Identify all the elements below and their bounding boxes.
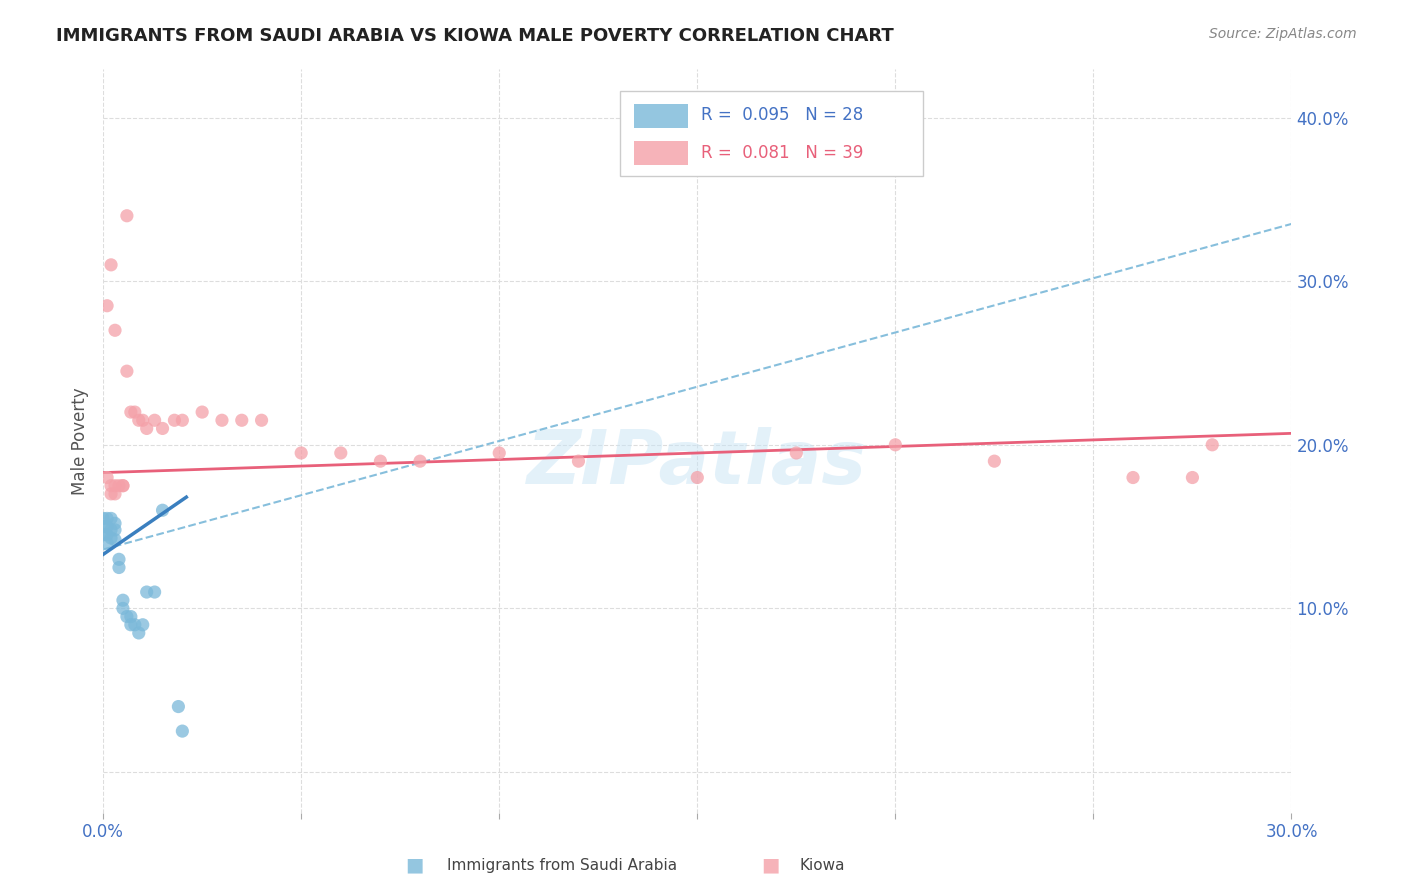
Point <box>120 405 142 419</box>
Point <box>100 258 122 272</box>
Point <box>111 593 134 607</box>
Point <box>231 413 253 427</box>
Point <box>135 421 157 435</box>
Text: Source: ZipAtlas.com: Source: ZipAtlas.com <box>1209 27 1357 41</box>
Point <box>1122 470 1144 484</box>
Point <box>370 454 392 468</box>
Point <box>120 609 142 624</box>
Point <box>96 299 118 313</box>
Point <box>567 454 589 468</box>
Point <box>132 617 155 632</box>
Point <box>91 528 114 542</box>
Point <box>1201 438 1223 452</box>
Point <box>96 511 118 525</box>
FancyBboxPatch shape <box>634 103 688 128</box>
Point <box>108 552 131 566</box>
Point <box>250 413 273 427</box>
Point <box>104 323 127 337</box>
Point <box>104 479 127 493</box>
Point <box>152 503 174 517</box>
Point <box>96 470 118 484</box>
Point <box>143 585 166 599</box>
Point <box>686 470 709 484</box>
Point <box>100 511 122 525</box>
Point <box>124 617 146 632</box>
Point <box>329 446 352 460</box>
Point <box>100 531 122 545</box>
Point <box>96 528 118 542</box>
Point <box>120 617 142 632</box>
FancyBboxPatch shape <box>620 91 924 177</box>
Point <box>124 405 146 419</box>
Point <box>115 364 138 378</box>
Point <box>785 446 807 460</box>
Point <box>108 560 131 574</box>
Point <box>488 446 510 460</box>
Point <box>167 699 190 714</box>
Point <box>96 536 118 550</box>
Point <box>111 601 134 615</box>
Point <box>983 454 1005 468</box>
Point <box>104 487 127 501</box>
Point <box>152 421 174 435</box>
FancyBboxPatch shape <box>634 141 688 165</box>
Text: Immigrants from Saudi Arabia: Immigrants from Saudi Arabia <box>447 858 678 872</box>
Point <box>163 413 186 427</box>
Point <box>409 454 432 468</box>
Point <box>211 413 233 427</box>
Point <box>115 609 138 624</box>
Point <box>132 413 155 427</box>
Point <box>128 626 150 640</box>
Text: ZIPatlas: ZIPatlas <box>527 426 868 500</box>
Point <box>172 724 194 739</box>
Point <box>111 479 134 493</box>
Point <box>96 519 118 533</box>
Text: Kiowa: Kiowa <box>800 858 845 872</box>
Point <box>172 413 194 427</box>
Point <box>104 533 127 547</box>
Point <box>104 516 127 531</box>
Point <box>108 479 131 493</box>
Point <box>884 438 907 452</box>
Point <box>290 446 312 460</box>
Point <box>191 405 214 419</box>
Point <box>111 479 134 493</box>
Y-axis label: Male Poverty: Male Poverty <box>72 387 89 494</box>
Point <box>91 511 114 525</box>
Text: R =  0.081   N = 39: R = 0.081 N = 39 <box>700 144 863 161</box>
Text: R =  0.095   N = 28: R = 0.095 N = 28 <box>700 106 863 124</box>
Text: ■: ■ <box>405 855 425 875</box>
Point <box>128 413 150 427</box>
Point <box>135 585 157 599</box>
Text: ■: ■ <box>761 855 780 875</box>
Point <box>100 479 122 493</box>
Point <box>91 519 114 533</box>
Point <box>100 523 122 537</box>
Point <box>143 413 166 427</box>
Point <box>1181 470 1204 484</box>
Point <box>104 523 127 537</box>
Text: IMMIGRANTS FROM SAUDI ARABIA VS KIOWA MALE POVERTY CORRELATION CHART: IMMIGRANTS FROM SAUDI ARABIA VS KIOWA MA… <box>56 27 894 45</box>
Point <box>100 487 122 501</box>
Point <box>115 209 138 223</box>
